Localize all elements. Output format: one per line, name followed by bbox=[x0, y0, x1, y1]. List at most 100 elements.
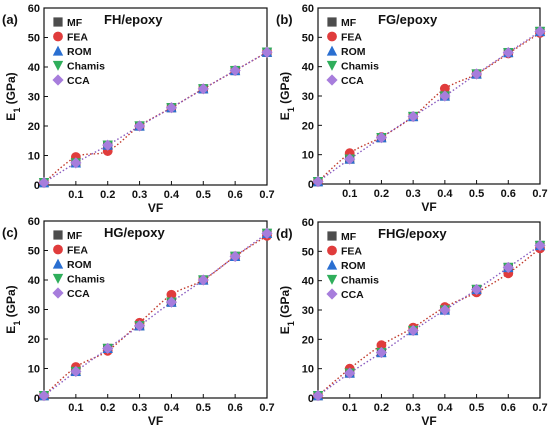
x-axis-label: VF bbox=[421, 200, 436, 214]
y-axis-label-unit: (GPa) bbox=[4, 285, 18, 320]
data-point bbox=[70, 157, 82, 169]
legend-marker bbox=[53, 230, 63, 240]
x-tick-label: 0.4 bbox=[437, 188, 453, 200]
x-tick-label: 0.2 bbox=[100, 402, 115, 414]
x-tick-label: 0.3 bbox=[132, 189, 147, 201]
y-tick-label: 10 bbox=[28, 364, 40, 376]
data-point bbox=[229, 64, 241, 77]
y-tick-label: 0 bbox=[308, 393, 314, 405]
legend-marker bbox=[327, 231, 337, 241]
x-tick-label: 0.5 bbox=[196, 189, 211, 201]
y-tick-label: 10 bbox=[302, 364, 314, 376]
y-tick-label: 20 bbox=[28, 334, 40, 346]
y-tick-label: 60 bbox=[302, 3, 314, 15]
y-tick-label: 0 bbox=[34, 180, 40, 192]
legend-label: Chamis bbox=[67, 274, 105, 286]
legend-marker bbox=[53, 31, 63, 42]
legend-label: MF bbox=[341, 17, 357, 29]
data-point bbox=[407, 324, 419, 337]
x-tick-label: 0.6 bbox=[227, 189, 242, 201]
data-point bbox=[534, 239, 546, 252]
x-tick-label: 0.1 bbox=[68, 402, 83, 414]
x-tick-label: 0.6 bbox=[227, 402, 242, 414]
x-tick-label: 0.3 bbox=[405, 188, 420, 200]
legend-marker bbox=[52, 258, 64, 269]
x-tick-label: 0.1 bbox=[342, 402, 357, 414]
data-point bbox=[229, 250, 241, 262]
data-point bbox=[375, 346, 388, 359]
panel-title: HG/epoxy bbox=[104, 225, 165, 240]
x-tick-label: 0.5 bbox=[469, 402, 484, 414]
data-point bbox=[344, 153, 356, 165]
y-tick-label: 30 bbox=[28, 305, 40, 317]
legend-label: Chamis bbox=[341, 275, 379, 287]
y-tick-label: 60 bbox=[28, 216, 40, 228]
y-tick-label: 50 bbox=[28, 33, 40, 45]
panel-title: FHG/epoxy bbox=[378, 226, 447, 241]
legend-label: ROM bbox=[67, 259, 92, 271]
y-axis-label: E1 (GPa) bbox=[278, 72, 296, 120]
legend-label: CCA bbox=[67, 288, 90, 300]
data-point bbox=[261, 227, 273, 239]
legend-label: ROM bbox=[67, 46, 92, 58]
data-point bbox=[38, 177, 50, 189]
panel-tag: (a) bbox=[2, 12, 18, 27]
y-tick-label: 0 bbox=[34, 393, 40, 405]
legend-label: MF bbox=[341, 231, 357, 243]
data-point bbox=[312, 390, 324, 402]
y-tick-label: 30 bbox=[302, 305, 314, 317]
legend-marker bbox=[326, 74, 338, 86]
data-point bbox=[165, 102, 178, 114]
legend-label: FEA bbox=[341, 32, 362, 44]
y-axis-label-unit: (GPa) bbox=[278, 72, 292, 107]
legend-marker bbox=[326, 45, 338, 56]
data-point bbox=[166, 289, 177, 300]
y-axis-label-main: E bbox=[278, 112, 292, 120]
legend-label: Chamis bbox=[341, 61, 379, 73]
x-tick-label: 0.4 bbox=[164, 402, 180, 414]
chart-panel-2: 0.1 0.2 0.3 0.4 0.5 0.6 0.7 0 10 20 30 40 50 60 VF E1 (… bbox=[276, 3, 548, 214]
x-tick-label: 0.1 bbox=[342, 188, 357, 200]
data-point bbox=[439, 83, 450, 94]
data-point bbox=[344, 367, 356, 379]
legend-label: ROM bbox=[341, 46, 366, 58]
y-tick-label: 20 bbox=[28, 121, 40, 133]
x-tick-label: 0.4 bbox=[437, 402, 453, 414]
y-tick-label: 40 bbox=[302, 276, 314, 288]
x-tick-label: 0.5 bbox=[196, 402, 211, 414]
x-tick-label: 0.1 bbox=[68, 189, 83, 201]
x-tick-label: 0.5 bbox=[469, 188, 484, 200]
data-point bbox=[70, 365, 82, 378]
y-axis-label: E1 (GPa) bbox=[4, 72, 22, 120]
y-tick-label: 10 bbox=[28, 151, 40, 163]
y-axis-label-unit: (GPa) bbox=[278, 286, 292, 321]
data-point bbox=[470, 283, 483, 296]
x-tick-label: 0.7 bbox=[532, 188, 547, 200]
data-point bbox=[197, 83, 209, 95]
legend: MF FEA ROM Chamis CCA bbox=[52, 230, 105, 300]
y-axis-label-sub: 1 bbox=[286, 321, 296, 326]
data-point bbox=[439, 90, 451, 102]
legend-marker bbox=[52, 60, 64, 71]
y-tick-label: 40 bbox=[28, 62, 40, 74]
x-axis-label: VF bbox=[148, 201, 163, 215]
data-point bbox=[133, 320, 146, 332]
x-tick-label: 0.6 bbox=[501, 402, 516, 414]
y-tick-label: 60 bbox=[28, 3, 40, 15]
legend-marker bbox=[326, 259, 338, 270]
x-tick-label: 0.6 bbox=[501, 188, 516, 200]
panel-tag: (d) bbox=[276, 226, 293, 241]
y-axis-label-unit: (GPa) bbox=[4, 72, 18, 107]
series-cca bbox=[38, 227, 273, 402]
legend-marker bbox=[53, 17, 63, 27]
y-axis-label-main: E bbox=[4, 326, 18, 334]
x-axis-label: VF bbox=[148, 414, 163, 428]
data-point bbox=[165, 296, 178, 308]
y-tick-label: 40 bbox=[302, 62, 314, 74]
legend-label: FEA bbox=[67, 32, 88, 44]
legend-marker bbox=[52, 45, 64, 56]
data-point bbox=[534, 25, 546, 38]
legend-marker bbox=[327, 17, 337, 27]
legend-label: MF bbox=[67, 17, 83, 29]
